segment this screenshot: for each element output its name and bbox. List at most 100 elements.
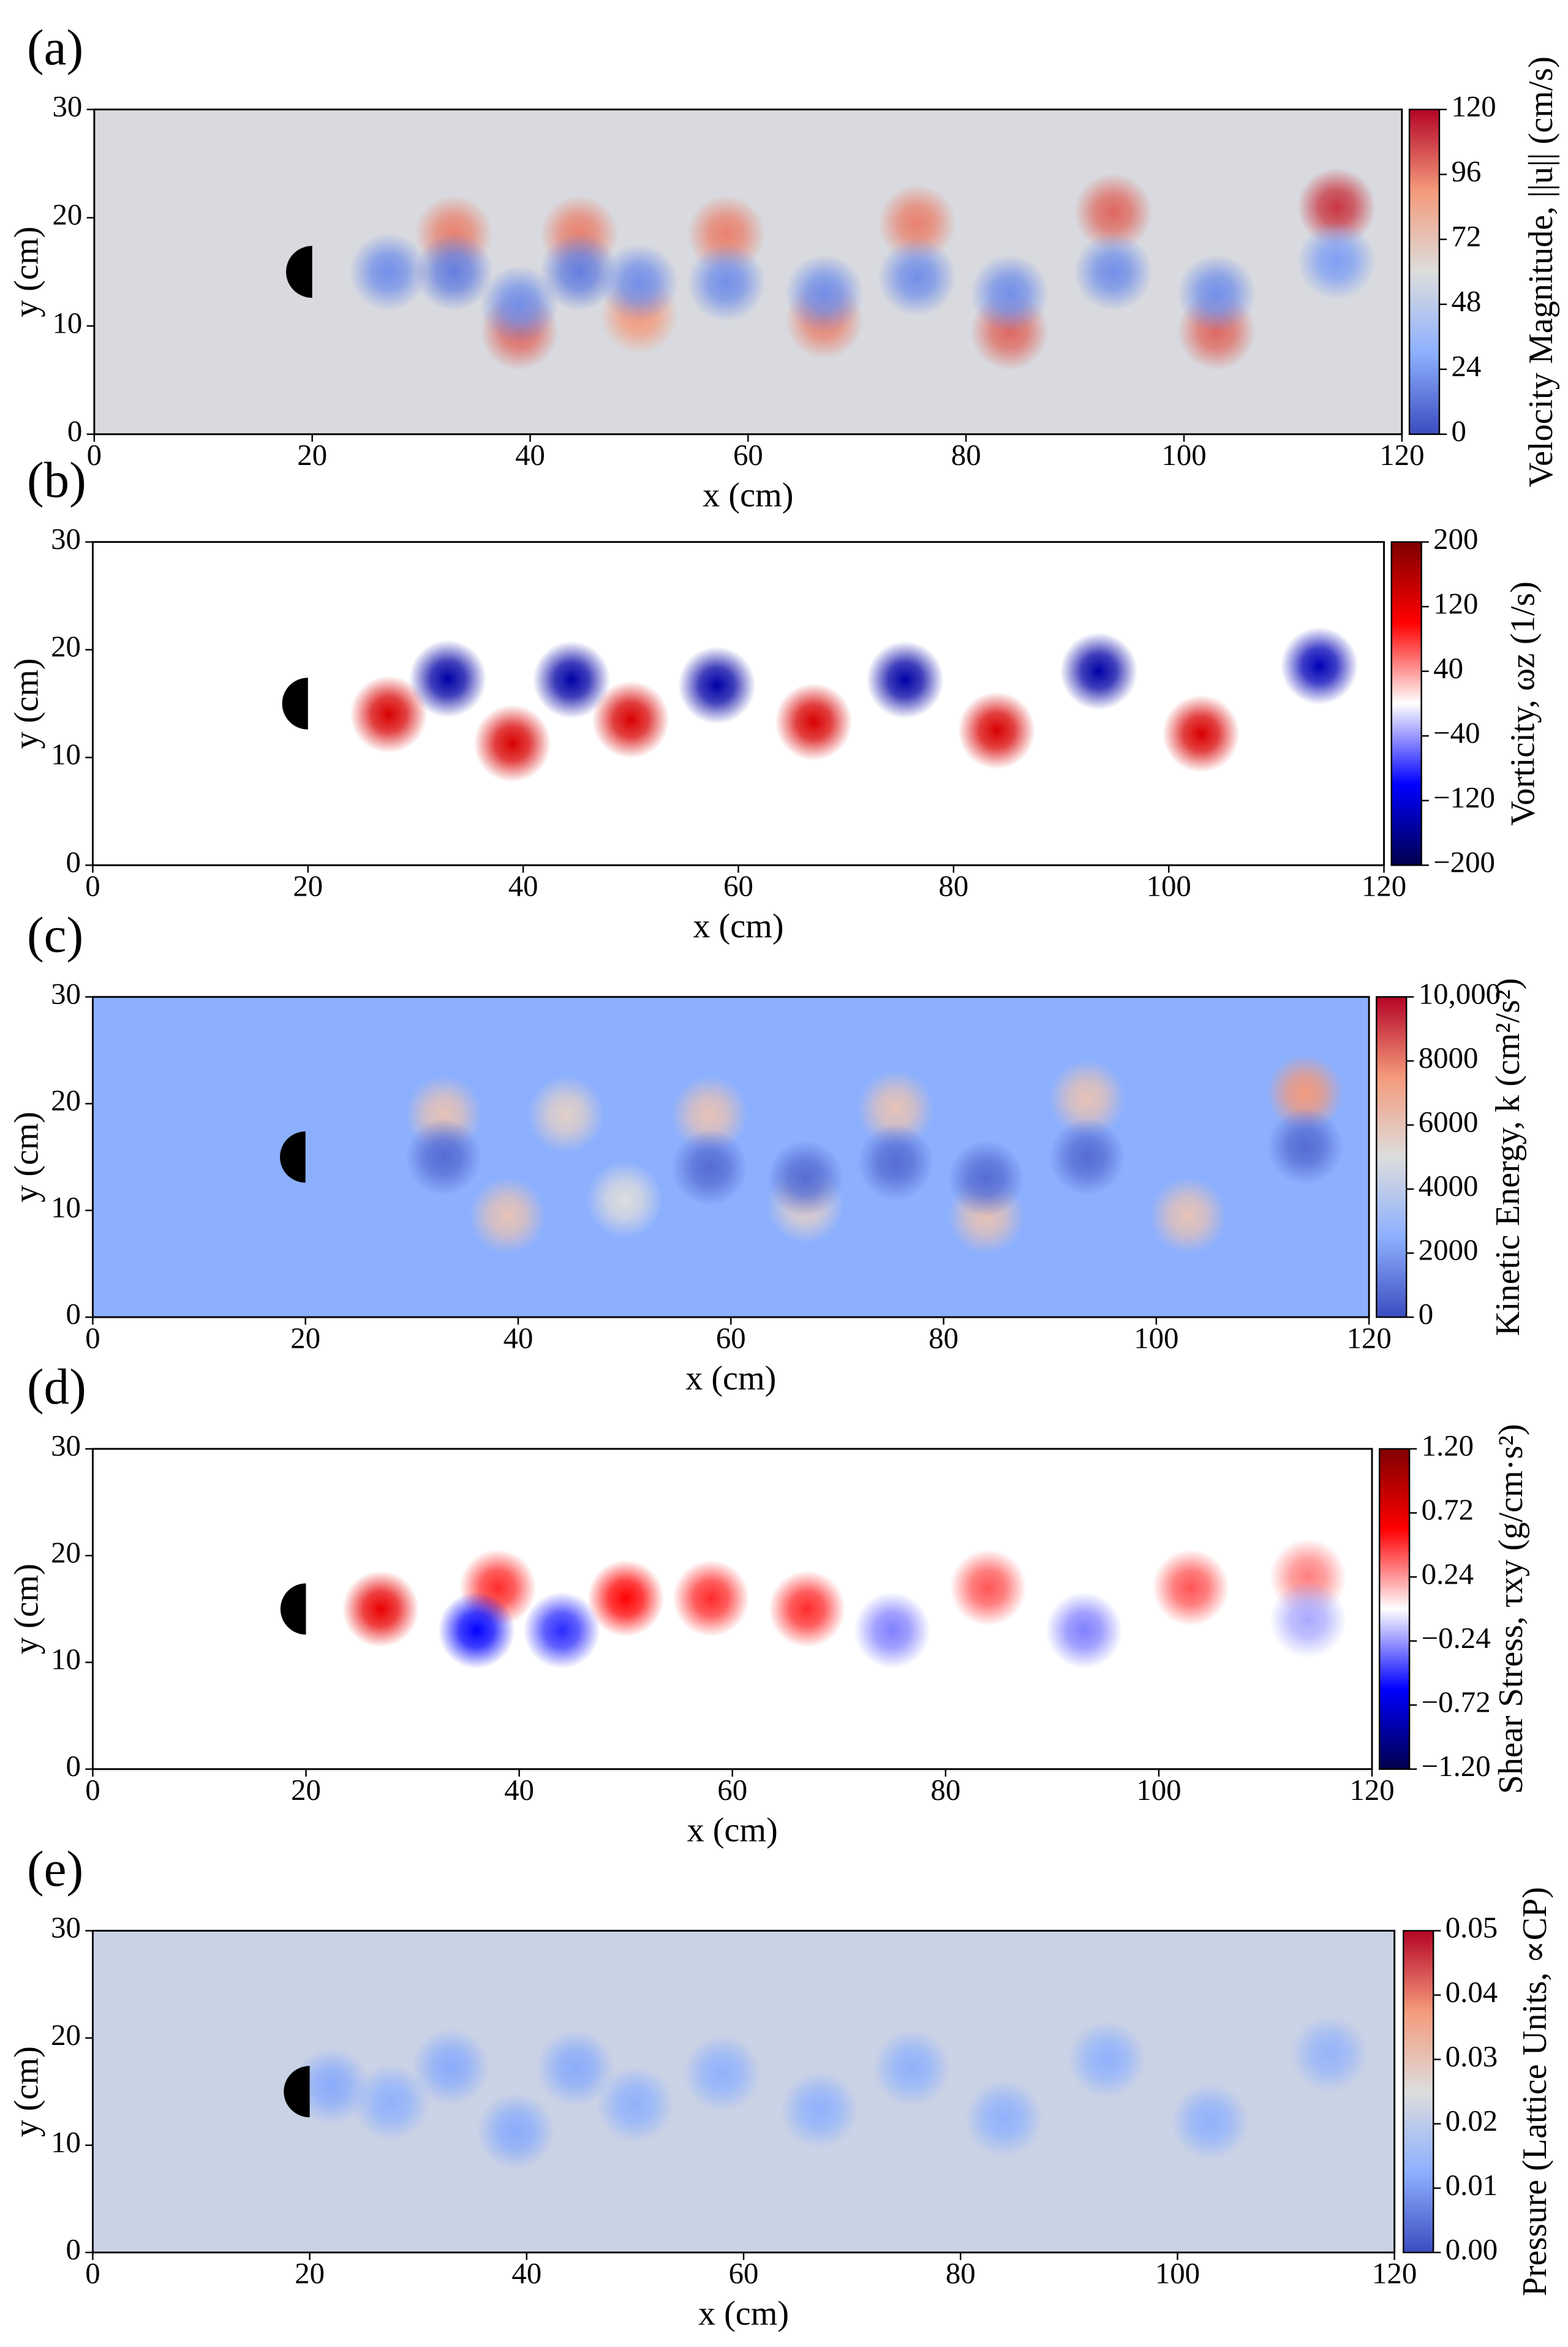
x-tick-label: 60 <box>716 1321 746 1355</box>
colorbar-tick-label: 40 <box>1433 651 1463 685</box>
colorbar-tick-label: 0.03 <box>1446 2039 1498 2073</box>
field-feature <box>412 2028 490 2106</box>
colorbar-tick-label: 0 <box>1419 1297 1433 1331</box>
colorbar <box>1408 108 1441 436</box>
x-tick-label: 0 <box>85 1321 100 1355</box>
x-tick-label: 120 <box>1346 1321 1391 1355</box>
field-feature <box>405 1118 482 1196</box>
obstacle <box>280 1131 306 1183</box>
field-feature <box>350 675 428 754</box>
field-feature <box>342 1570 420 1648</box>
colorbar-tick-label: 0.00 <box>1446 2232 1498 2266</box>
field-feature <box>414 233 494 311</box>
panel-label: (a) <box>27 19 83 75</box>
colorbar-tick-label: 10,000 <box>1419 977 1501 1010</box>
y-tick-label: 10 <box>53 306 83 339</box>
x-tick-label: 0 <box>85 2256 100 2290</box>
colorbar-tick-label: 1.20 <box>1422 1429 1474 1462</box>
colorbar <box>1378 1448 1411 1770</box>
colorbar-tick-label: 8000 <box>1419 1041 1479 1075</box>
x-tick-label: 20 <box>297 438 327 472</box>
colorbar-tick-label: −0.24 <box>1422 1621 1491 1655</box>
colorbar-label: Kinetic Energy, k (cm²/s²) <box>1489 978 1527 1336</box>
field <box>349 168 1376 371</box>
x-tick-label: 120 <box>1372 2256 1417 2290</box>
y-axis-label: y (cm) <box>8 227 46 317</box>
x-axis-label: x (cm) <box>698 2295 789 2333</box>
x-tick-label: 0 <box>85 869 100 903</box>
colorbar-tick-label: 24 <box>1451 349 1481 383</box>
field-feature <box>1046 1592 1123 1669</box>
field-feature <box>970 254 1049 333</box>
colorbar <box>1390 541 1422 866</box>
field <box>342 1538 1347 1669</box>
x-tick-label: 20 <box>290 1321 320 1355</box>
field-feature <box>872 2029 951 2107</box>
field-feature <box>527 1076 605 1153</box>
field-feature <box>480 265 559 344</box>
field-feature <box>878 184 957 262</box>
field-feature <box>1162 695 1240 773</box>
field-feature <box>965 2079 1043 2157</box>
colorbar-tick-label: 96 <box>1451 154 1481 188</box>
y-axis-label: y (cm) <box>8 2046 46 2137</box>
obstacle <box>286 246 312 298</box>
x-tick-label: 60 <box>729 2256 759 2290</box>
x-tick-label: 100 <box>1155 2256 1200 2290</box>
x-tick-label: 100 <box>1161 438 1206 472</box>
colorbar-tick-label: 0.02 <box>1446 2104 1498 2137</box>
x-tick-label: 80 <box>929 1321 959 1355</box>
field-feature <box>1152 1549 1229 1627</box>
field-feature <box>1297 222 1376 300</box>
x-tick-label: 20 <box>291 1773 321 1807</box>
colorbar-label: Velocity Magnitude, ||u|| (cm/s) <box>1522 56 1560 487</box>
field-feature <box>536 2029 615 2107</box>
field-feature <box>1290 2015 1369 2093</box>
x-tick-label: 40 <box>511 2256 541 2290</box>
field-feature <box>592 681 670 759</box>
field-feature <box>780 2071 859 2149</box>
field-feature <box>469 1177 546 1255</box>
field-feature <box>767 1139 844 1217</box>
panel-label: (b) <box>27 452 86 508</box>
x-axis-label: x (cm) <box>693 907 783 945</box>
colorbar-tick-label: 0.05 <box>1446 1911 1498 1944</box>
panel-label: (e) <box>27 1840 83 1897</box>
x-tick-label: 100 <box>1134 1321 1178 1355</box>
field-feature <box>596 2066 674 2144</box>
y-axis-label: y (cm) <box>8 658 46 749</box>
y-tick-label: 20 <box>51 2018 81 2052</box>
colorbar-tick-label: 0.72 <box>1422 1493 1474 1527</box>
field-feature <box>687 243 766 322</box>
field-feature <box>1269 1581 1347 1658</box>
x-tick-label: 20 <box>293 869 323 903</box>
y-tick-label: 10 <box>51 2125 81 2159</box>
colorbar-tick-label: 6000 <box>1419 1105 1479 1139</box>
colorbar-tick-label: 120 <box>1451 89 1496 123</box>
y-tick-label: 30 <box>51 1911 81 1944</box>
field-feature <box>948 1139 1025 1217</box>
colorbar-tick-label: 0 <box>1451 414 1466 448</box>
field-feature <box>1049 1118 1126 1196</box>
obstacle <box>284 2066 310 2118</box>
y-tick-label: 20 <box>53 198 83 232</box>
x-tick-label: 0 <box>87 438 102 472</box>
field-feature <box>1049 1060 1126 1137</box>
y-tick-label: 30 <box>53 89 83 123</box>
field-feature <box>854 1592 931 1669</box>
colorbar-tick-label: 48 <box>1451 284 1481 318</box>
field-feature <box>1074 173 1153 252</box>
y-axis-label: y (cm) <box>8 1112 46 1203</box>
y-tick-label: 0 <box>66 1749 80 1783</box>
field-feature <box>523 1592 600 1669</box>
y-tick-label: 0 <box>66 845 80 879</box>
field-feature <box>682 2035 761 2112</box>
field-feature <box>1267 1054 1344 1132</box>
y-tick-label: 0 <box>66 1297 80 1331</box>
x-tick-label: 40 <box>503 1321 533 1355</box>
colorbar-tick-label: 4000 <box>1419 1169 1479 1203</box>
x-tick-label: 80 <box>938 869 968 903</box>
field-feature <box>1170 2083 1250 2161</box>
colorbar-tick-label: 120 <box>1433 586 1478 620</box>
field-feature <box>673 1560 750 1637</box>
